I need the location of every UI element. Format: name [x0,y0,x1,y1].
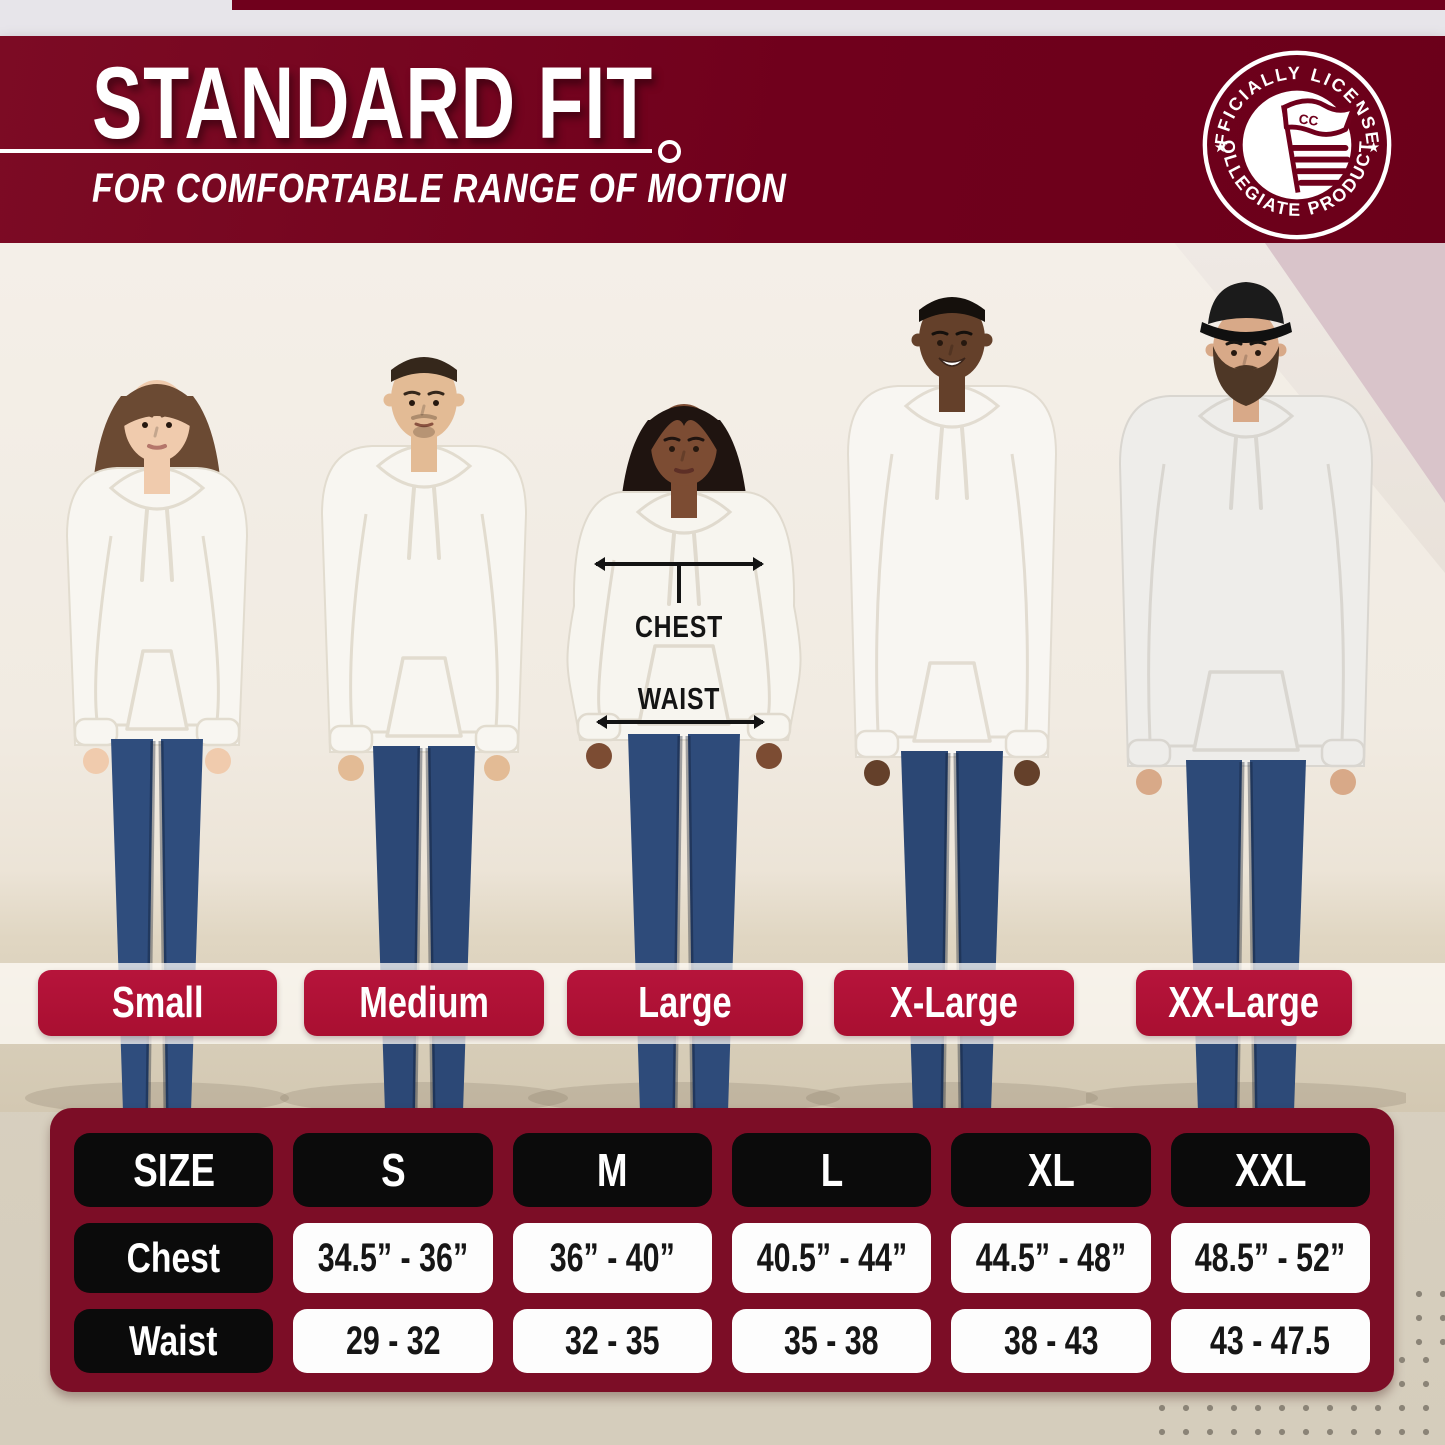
chest-value-xxl: 48.5” - 52” [1170,1223,1370,1293]
size-ribbon-xx-large: XX-Large [1136,970,1352,1036]
badge-pennant-icon: CC [1281,98,1357,193]
waist-value-l: 35 - 38 [731,1309,932,1373]
page-subtitle: FOR COMFORTABLE RANGE OF MOTION [92,165,787,211]
chest-measure-arrow [594,557,764,571]
dot-pattern-right-edge [1407,1282,1445,1352]
chest-label: CHEST [634,609,724,644]
size-ribbon-large: Large [567,970,803,1036]
models-photo: CHEST WAIST Small Medium Large X-Large X… [0,243,1445,1112]
badge-star-right-icon: ★ [1367,140,1380,156]
waist-label: WAIST [637,681,721,716]
header-banner: STANDARD FIT FOR COMFORTABLE RANGE OF MO… [0,36,1445,243]
table-header-xl: XL [951,1133,1151,1207]
table-header-xxl: XXL [1170,1133,1370,1207]
top-maroon-strip [232,0,1445,10]
title-underline [0,149,652,153]
waist-measure-arrow [596,715,765,729]
badge-star-left-icon: ★ [1214,140,1227,156]
size-ribbon-small: Small [38,970,277,1036]
waist-row-label: Waist [74,1309,274,1373]
size-ribbon-medium: Medium [304,970,544,1036]
table-header-size: SIZE [74,1133,274,1207]
model-xx-large-figure [1086,282,1406,1112]
chest-value-xl: 44.5” - 48” [951,1223,1151,1293]
page-title: STANDARD FIT [92,46,653,160]
badge-monogram: CC [1298,111,1319,128]
table-header-l: L [731,1133,932,1207]
chest-value-m: 36” - 40” [512,1223,712,1293]
underline-end-ring-icon [658,140,681,163]
waist-value-xl: 38 - 43 [951,1309,1151,1373]
officially-licensed-badge-icon: OFFICIALLY LICENSED COLLEGIATE PRODUCTS … [1200,48,1392,240]
chest-value-s: 34.5” - 36” [293,1223,493,1293]
waist-value-xxl: 43 - 47.5 [1170,1309,1370,1373]
size-table: SIZE S M L XL XXL Chest 34.5” - 36” 36” … [50,1108,1394,1392]
chest-arrow-tick [677,566,681,603]
size-ribbon-x-large: X-Large [834,970,1074,1036]
chest-row-label: Chest [74,1223,274,1293]
table-header-s: S [293,1133,493,1207]
chest-value-l: 40.5” - 44” [731,1223,932,1293]
waist-value-s: 29 - 32 [293,1309,493,1373]
waist-value-m: 32 - 35 [512,1309,712,1373]
table-header-m: M [512,1133,712,1207]
